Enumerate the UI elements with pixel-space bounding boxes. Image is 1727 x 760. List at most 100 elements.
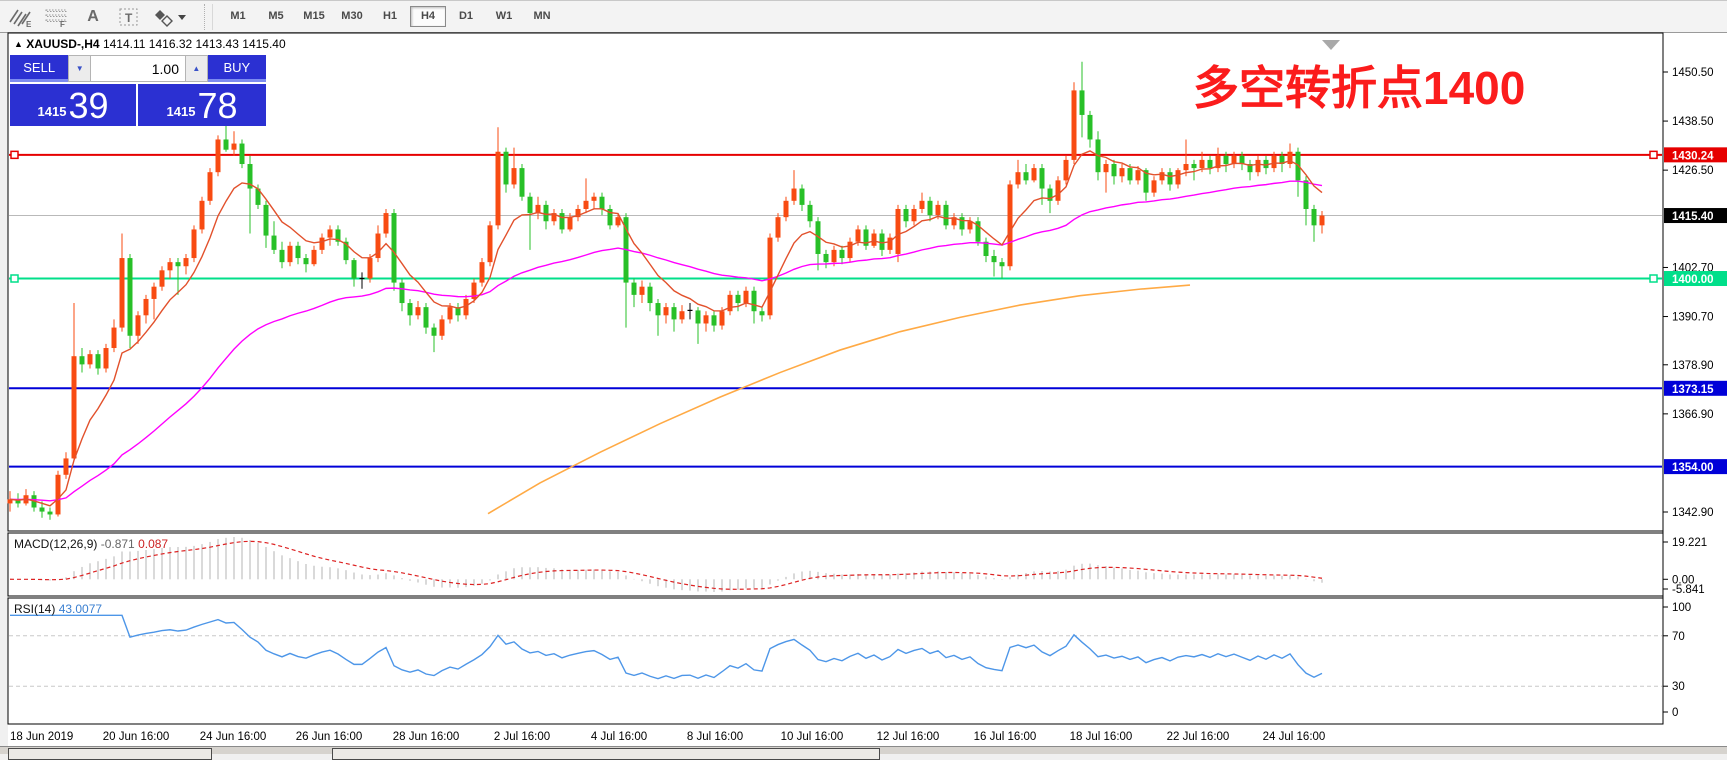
toolbar-separator [204, 3, 213, 30]
chart-panel[interactable] [7, 32, 1664, 532]
svg-text:1438.50: 1438.50 [1672, 116, 1714, 128]
sell-button[interactable]: SELL [10, 55, 69, 82]
ma-fast-line [9, 150, 1323, 507]
buy-button[interactable]: BUY [207, 55, 266, 82]
ma-slow-line [487, 284, 1191, 515]
svg-text:8 Jul 16:00: 8 Jul 16:00 [687, 731, 743, 743]
svg-text:100: 100 [1672, 602, 1691, 614]
svg-text:24 Jul 16:00: 24 Jul 16:00 [1263, 731, 1326, 743]
bottom-tab[interactable] [332, 748, 880, 760]
price-badge [1664, 459, 1727, 475]
svg-text:1400.00: 1400.00 [1672, 274, 1714, 286]
macd-signal-line [9, 540, 1323, 590]
toolbar: E F A T M1 M5 M15 M30 H1 H4 D1 W1 MN [0, 0, 1727, 33]
main-price-panel[interactable] [7, 40, 1663, 520]
price-badge [1664, 147, 1727, 163]
svg-text:16 Jul 16:00: 16 Jul 16:00 [974, 731, 1037, 743]
volume-input[interactable] [91, 55, 185, 82]
svg-text:1450.50: 1450.50 [1672, 67, 1714, 79]
scroll-to-end-icon[interactable] [1322, 40, 1340, 50]
svg-text:1378.90: 1378.90 [1672, 360, 1714, 372]
svg-text:26 Jun 16:00: 26 Jun 16:00 [296, 731, 363, 743]
svg-text:1430.24: 1430.24 [1672, 150, 1714, 162]
rsi-label: RSI(14) 43.0077 [14, 602, 102, 616]
timeframe-button-d1[interactable]: D1 [458, 10, 474, 22]
svg-text:T: T [125, 11, 133, 25]
svg-text:1373.15: 1373.15 [1672, 384, 1714, 396]
rsi-line [10, 614, 1323, 680]
quote-header: ▲ XAUUSD-,H4 1414.11 1416.32 1413.43 141… [14, 37, 286, 51]
ma-medium-line [9, 180, 1323, 502]
ask-price-box[interactable]: 1415 78 [138, 84, 266, 126]
svg-text:0.00: 0.00 [1672, 574, 1694, 586]
svg-text:E: E [26, 20, 32, 28]
chart-annotation-text: 多空转折点1400 [1193, 62, 1525, 114]
svg-text:1354.00: 1354.00 [1672, 462, 1714, 474]
timeframe-button-m15[interactable]: M15 [303, 10, 325, 22]
svg-text:30: 30 [1672, 681, 1685, 693]
volume-decrease-button[interactable]: ▼ [68, 55, 91, 82]
timeframe-button-m5[interactable]: M5 [268, 10, 284, 22]
text-label-icon[interactable]: A [87, 7, 99, 25]
svg-text:1390.70: 1390.70 [1672, 312, 1714, 324]
objects-cursor-icon[interactable] [150, 4, 190, 30]
svg-text:10 Jul 16:00: 10 Jul 16:00 [781, 731, 844, 743]
svg-text:2 Jul 16:00: 2 Jul 16:00 [494, 731, 550, 743]
timeframe-button-h1[interactable]: H1 [382, 10, 398, 22]
bid-price-big: 39 [68, 85, 109, 126]
macd-label: MACD(12,26,9) -0.871 0.087 [14, 537, 168, 551]
chart-panel[interactable] [7, 532, 1664, 597]
timeframe-button-m30[interactable]: M30 [341, 10, 363, 22]
timeframe-button-mn[interactable]: MN [533, 10, 551, 22]
resistance-line-handle[interactable] [1649, 150, 1658, 160]
bottom-tab-strip [0, 746, 1727, 760]
one-click-trade-panel: SELL ▼ ▲ BUY 1415 39 1415 78 [10, 55, 266, 126]
price-badge [1664, 380, 1727, 396]
candlestick-series [7, 61, 1325, 520]
quote-close: 1415.40 [242, 37, 286, 51]
chart-panel[interactable] [7, 597, 1664, 725]
quote-open: 1414.11 [102, 37, 146, 51]
svg-text:0: 0 [1672, 707, 1678, 719]
ask-price-big: 78 [197, 85, 238, 126]
grid-icon[interactable]: F [42, 4, 72, 30]
svg-text:70: 70 [1672, 631, 1685, 643]
collapse-arrow-icon[interactable]: ▲ [14, 39, 23, 49]
svg-text:20 Jun 16:00: 20 Jun 16:00 [103, 731, 170, 743]
svg-text:12 Jul 16:00: 12 Jul 16:00 [877, 731, 940, 743]
svg-text:4 Jul 16:00: 4 Jul 16:00 [591, 731, 647, 743]
pivot-line-handle[interactable] [1649, 274, 1658, 283]
timeframe-buttons: M1 M5 M15 M30 H1 H4 D1 W1 MN [219, 6, 561, 27]
text-box-icon[interactable]: T [114, 4, 144, 30]
rsi-panel[interactable]: RSI(14) 43.0077 100 70 30 0 [9, 602, 1691, 719]
macd-panel[interactable]: MACD(12,26,9) -0.871 0.087 19.221 0.00-5.8… [9, 537, 1707, 596]
bottom-tab[interactable] [8, 748, 212, 760]
price-badge [1664, 271, 1727, 287]
svg-text:24 Jun 16:00: 24 Jun 16:00 [200, 731, 267, 743]
svg-text:18 Jun 2019: 18 Jun 2019 [10, 731, 73, 743]
quote-high: 1416.32 [148, 37, 193, 51]
price-badge [1664, 208, 1727, 224]
svg-text:28 Jun 16:00: 28 Jun 16:00 [393, 731, 460, 743]
volume-increase-button[interactable]: ▲ [185, 55, 208, 82]
ask-price-small: 1415 [166, 104, 196, 119]
svg-text:F: F [60, 20, 65, 28]
timeframe-button-h4[interactable]: H4 [410, 6, 446, 27]
price-axis: 1450.501438.501426.501402.701390.701378.… [1663, 67, 1727, 519]
symbol-label: XAUUSD-,H4 [26, 37, 100, 51]
bid-price-box[interactable]: 1415 39 [10, 84, 136, 126]
timeframe-button-m1[interactable]: M1 [230, 10, 246, 22]
svg-text:1426.50: 1426.50 [1672, 165, 1714, 177]
indicators-icon[interactable]: E [6, 4, 36, 30]
svg-text:-5.841: -5.841 [1672, 584, 1705, 596]
resistance-line-handle[interactable] [10, 150, 19, 160]
timeframe-button-w1[interactable]: W1 [495, 10, 513, 22]
svg-text:18 Jul 16:00: 18 Jul 16:00 [1070, 731, 1133, 743]
pivot-line-handle[interactable] [10, 274, 19, 283]
svg-text:1366.90: 1366.90 [1672, 409, 1714, 421]
bid-price-small: 1415 [37, 104, 67, 119]
time-axis: 18 Jun 2019 20 Jun 16:00 24 Jun 16:00 26 Ju… [10, 731, 1325, 743]
svg-text:22 Jul 16:00: 22 Jul 16:00 [1167, 731, 1230, 743]
svg-text:1342.90: 1342.90 [1672, 507, 1714, 519]
